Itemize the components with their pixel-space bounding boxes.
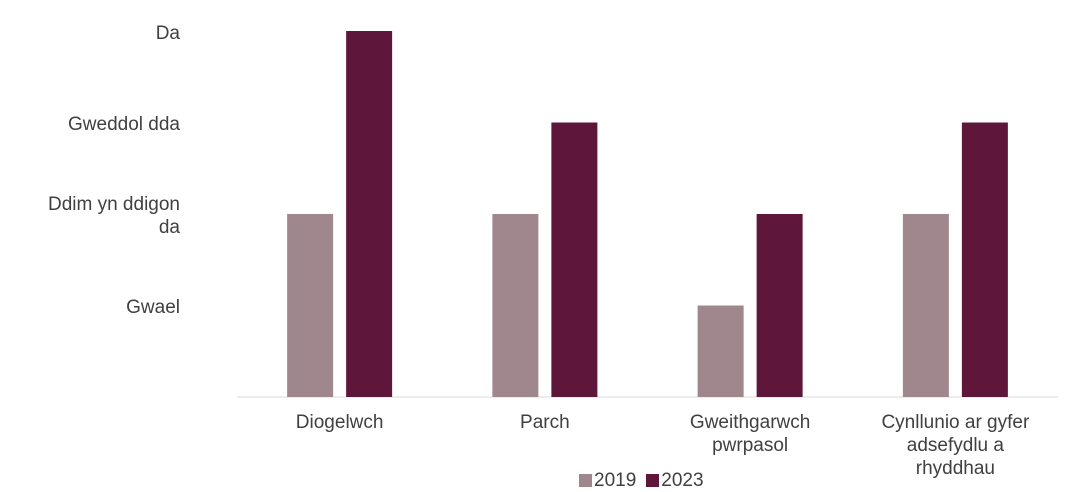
legend-item-2019: 2019 <box>579 469 636 492</box>
x-tick-label: Cynllunio ar gyfer adsefydlu a rhyddhau <box>881 412 1030 479</box>
legend: 2019 2023 <box>579 469 714 492</box>
bar-2023-1 <box>551 122 598 397</box>
bar-2019-0 <box>287 214 334 397</box>
x-tick-label: Gweithgarwch pwrpasol <box>689 412 811 456</box>
bar-2019-1 <box>492 214 539 397</box>
bar-2019-2 <box>697 305 744 397</box>
y-tick-label: Gweddol dda <box>68 114 180 135</box>
legend-label-2019: 2019 <box>594 470 637 491</box>
x-tick-label: Parch <box>520 412 570 433</box>
bar-2019-3 <box>902 214 949 397</box>
y-tick-label: Ddim yn ddigon da <box>47 194 180 238</box>
legend-swatch-2019 <box>579 474 592 487</box>
y-tick-label: Da <box>155 22 180 44</box>
legend-label-2023: 2023 <box>661 470 704 491</box>
bar-2023-0 <box>346 31 393 397</box>
legend-swatch-2023 <box>646 474 660 487</box>
legend-item-2023: 2023 <box>646 469 704 492</box>
bar-2023-3 <box>961 122 1008 397</box>
y-tick-label: Gwael <box>126 297 180 318</box>
bar-2023-2 <box>756 214 803 397</box>
x-tick-label: Diogelwch <box>295 412 384 433</box>
